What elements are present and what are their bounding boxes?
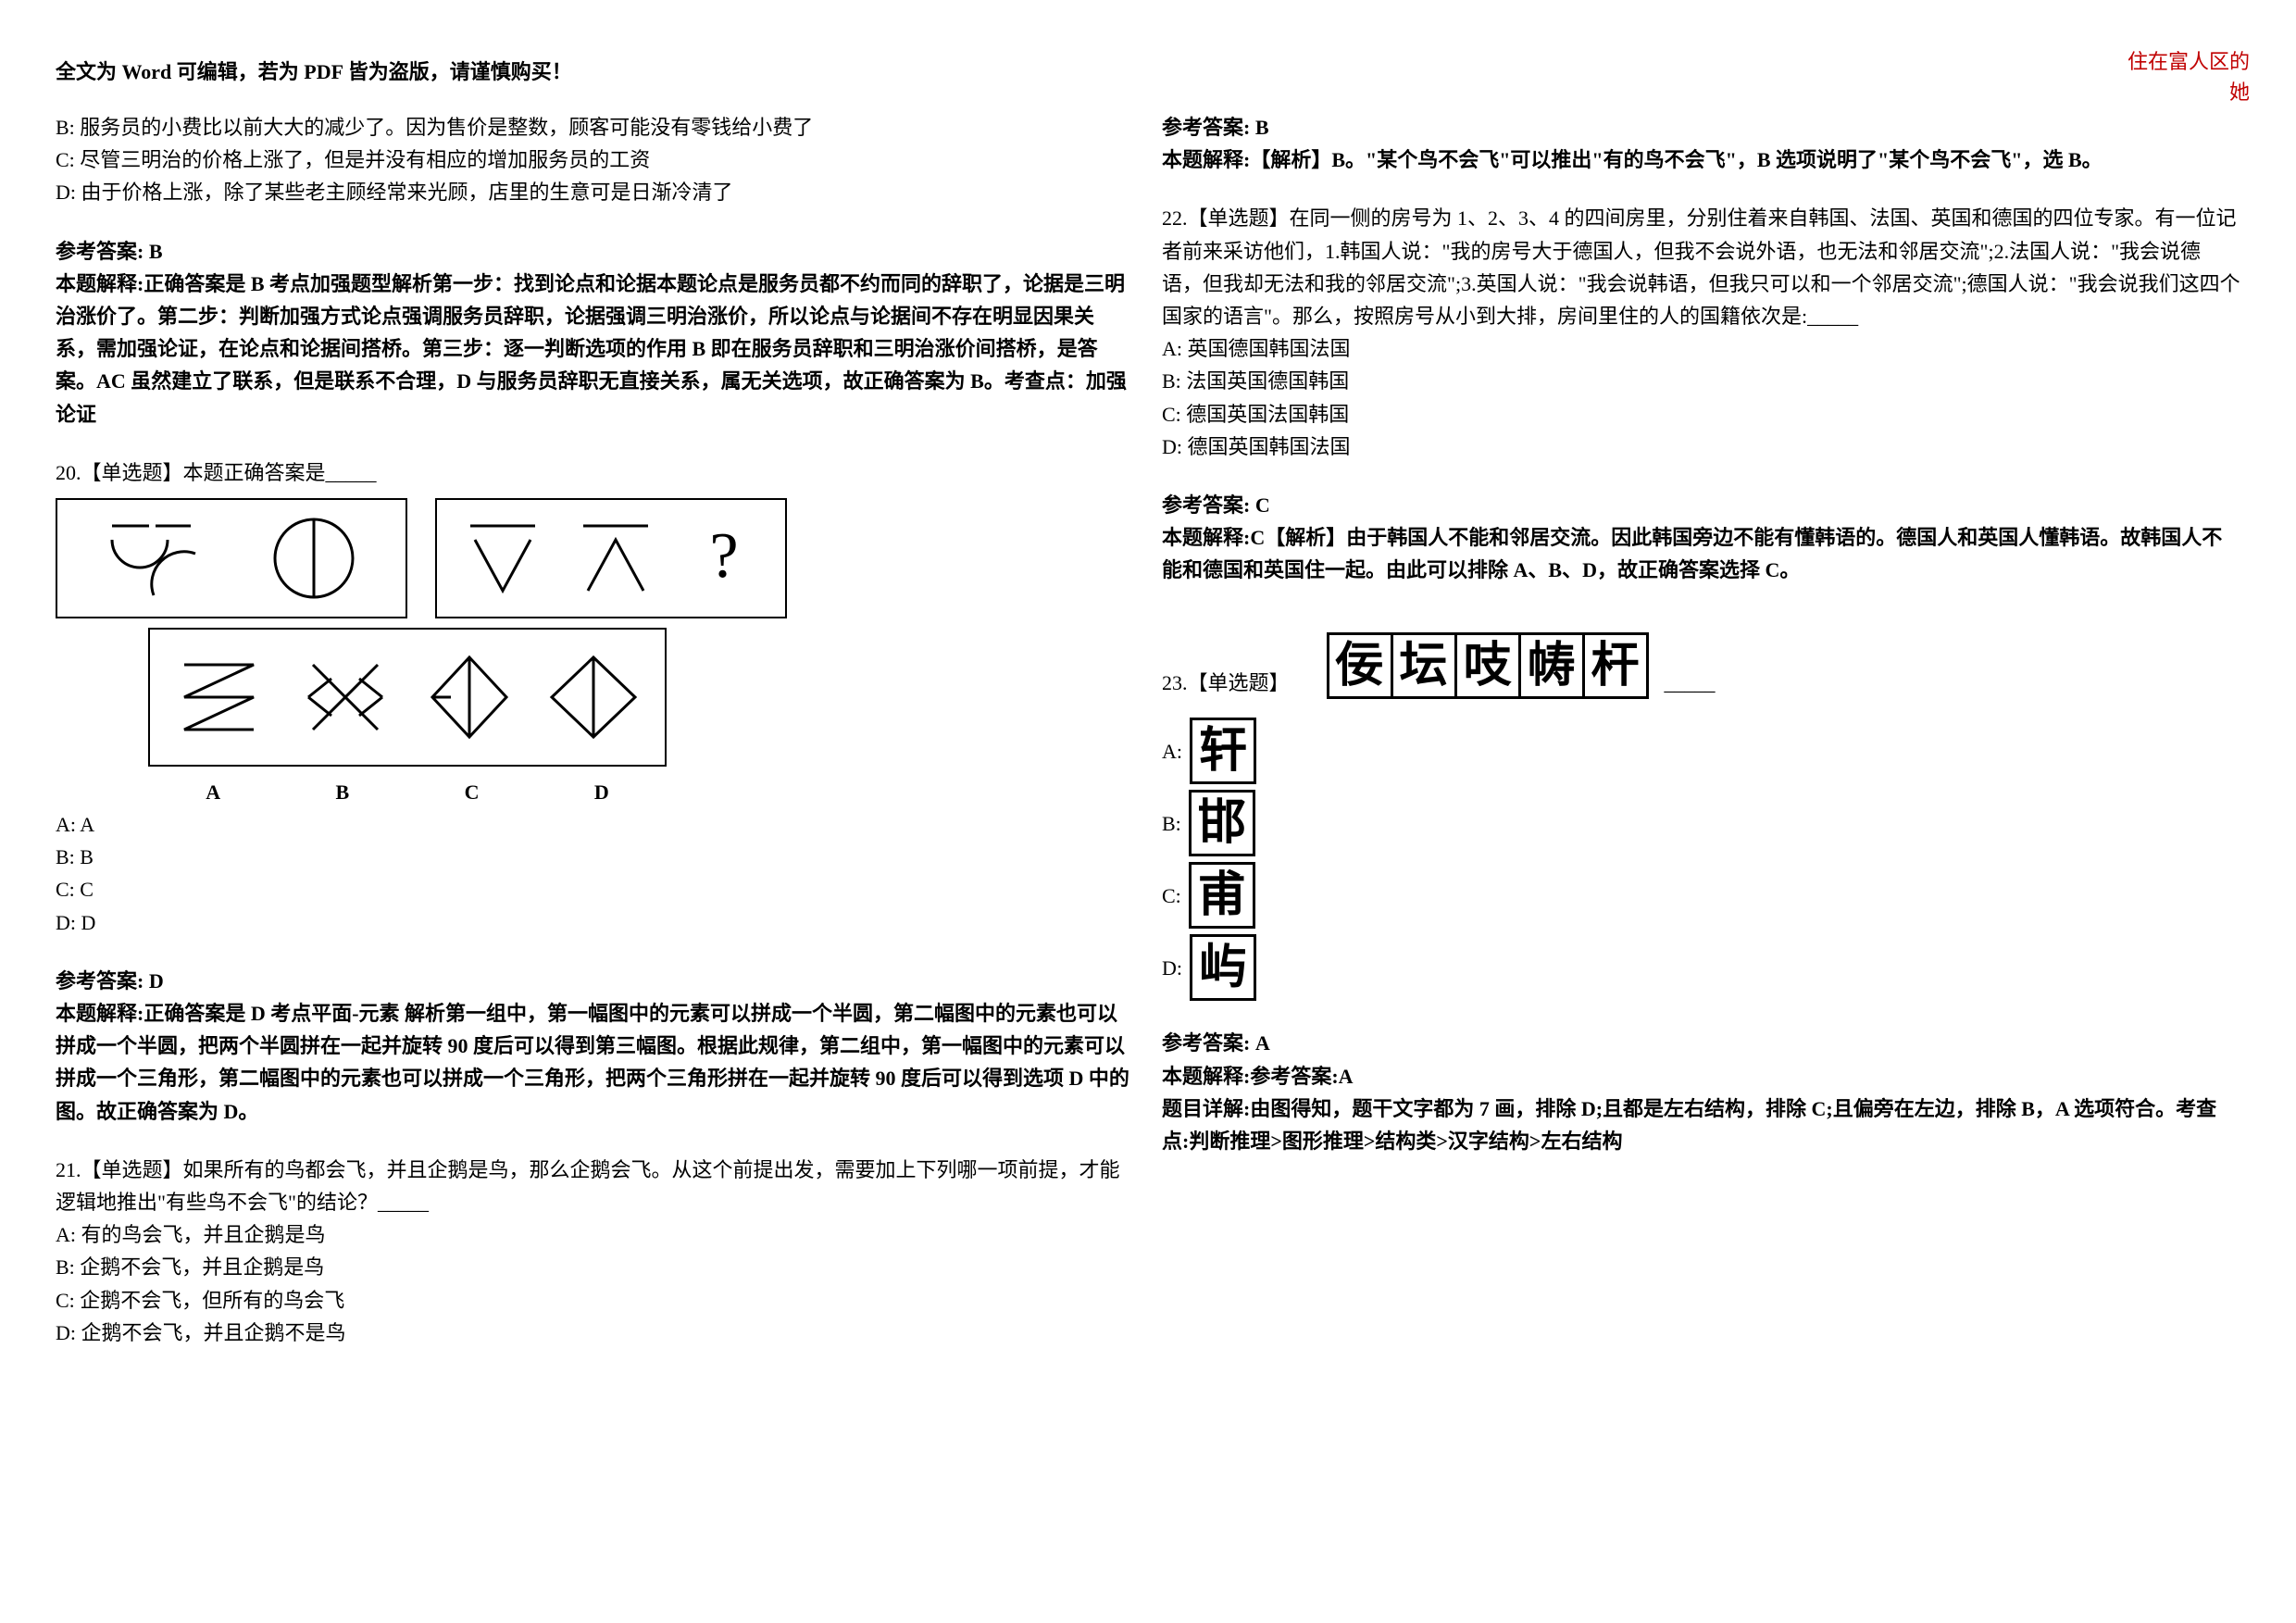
- q23-char-3: 吱: [1454, 632, 1521, 699]
- q20-opt-fig-d: [538, 637, 649, 757]
- q20-fig-group2: ?: [435, 498, 787, 618]
- q23-b-label: B:: [1162, 807, 1181, 840]
- q21-answer: 参考答案: B 本题解释:【解析】B。"某个鸟不会飞"可以推出"有的鸟不会飞"，…: [1162, 111, 2240, 176]
- q23-a-char: 轩: [1190, 718, 1256, 784]
- q19-answer-label: 参考答案: B: [56, 235, 1134, 268]
- q20-option-a: A: A: [56, 808, 1134, 841]
- q19-option-b: B: 服务员的小费比以前大大的减少了。因为售价是整数，顾客可能没有零钱给小费了: [56, 111, 1134, 144]
- q20-explanation: 本题解释:正确答案是 D 考点平面-元素 解析第一组中，第一幅图中的元素可以拼成…: [56, 997, 1134, 1128]
- q19-option-c: C: 尽管三明治的价格上涨了，但是并没有相应的增加服务员的工资: [56, 144, 1134, 176]
- q21-explanation: 本题解释:【解析】B。"某个鸟不会飞"可以推出"有的鸟不会飞"，B 选项说明了"…: [1162, 144, 2240, 176]
- q22-explanation: 本题解释:C【解析】由于韩国人不能和邻居交流。因此韩国旁边不能有懂韩语的。德国人…: [1162, 521, 2240, 586]
- q20-stem: 20.【单选题】本题正确答案是_____: [56, 456, 1134, 489]
- q20-opt-fig-c: [414, 637, 525, 757]
- q23-option-d: D: 屿: [1162, 934, 2240, 1001]
- q23-d-char: 屿: [1190, 934, 1256, 1001]
- q20-fig-label-b: B: [336, 776, 350, 808]
- q20-g2-shape1: [456, 507, 549, 609]
- q21: 21.【单选题】如果所有的鸟都会飞，并且企鹅是鸟，那么企鹅会飞。从这个前提出发，…: [56, 1154, 1134, 1349]
- q19-option-d: D: 由于价格上涨，除了某些老主顾经常来光顾，店里的生意可是日渐冷清了: [56, 176, 1134, 208]
- header-signature: 住在富人区的 她: [2128, 46, 2250, 107]
- q20-opt-fig-b: [290, 637, 401, 757]
- q20-question-mark: ?: [682, 507, 766, 609]
- q22: 22.【单选题】在同一侧的房号为 1、2、3、4 的四间房里，分别住着来自韩国、…: [1162, 202, 2240, 463]
- q23-char-2: 坛: [1391, 632, 1457, 699]
- svg-text:?: ?: [709, 520, 738, 592]
- q23-option-a: A: 轩: [1162, 718, 2240, 784]
- q20-option-labels: A B C D: [148, 776, 667, 808]
- header-right-line2: 她: [2128, 77, 2250, 107]
- q21-option-c: C: 企鹅不会飞，但所有的鸟会飞: [56, 1284, 1134, 1317]
- q20-option-b: B: B: [56, 841, 1134, 873]
- left-column: B: 服务员的小费比以前大大的减少了。因为售价是整数，顾客可能没有零钱给小费了 …: [56, 111, 1134, 1375]
- page-columns: B: 服务员的小费比以前大大的减少了。因为售价是整数，顾客可能没有零钱给小费了 …: [56, 111, 2240, 1375]
- q20-fig-group1: [56, 498, 407, 618]
- q23-option-c: C: 甫: [1162, 862, 2240, 929]
- q19-options-tail: B: 服务员的小费比以前大大的减少了。因为售价是整数，顾客可能没有零钱给小费了 …: [56, 111, 1134, 209]
- q23-a-label: A:: [1162, 735, 1182, 768]
- q23-char-5: 杆: [1582, 632, 1649, 699]
- q23-c-label: C:: [1162, 880, 1181, 912]
- q20-fig-label-a: A: [206, 776, 220, 808]
- q23-explanation-2: 题目详解:由图得知，题干文字都为 7 画，排除 D;且都是左右结构，排除 C;且…: [1162, 1092, 2240, 1157]
- q23-char-1: 佞: [1327, 632, 1393, 699]
- q23-c-char: 甫: [1189, 862, 1255, 929]
- q23-option-b: B: 邯: [1162, 790, 2240, 856]
- header-warning: 全文为 Word 可编辑，若为 PDF 皆为盗版，请谨慎购买！: [56, 56, 572, 88]
- q22-option-b: B: 法国英国德国韩国: [1162, 365, 2240, 397]
- q23-char-4: 帱: [1518, 632, 1585, 699]
- q20-option-c: C: C: [56, 873, 1134, 905]
- q20-fig-label-c: C: [465, 776, 480, 808]
- q21-option-d: D: 企鹅不会飞，并且企鹅不是鸟: [56, 1317, 1134, 1349]
- q20-g1-shape1: [98, 507, 200, 609]
- q23: 23.【单选题】 佞 坛 吱 帱 杆 _____ A: 轩 B: 邯: [1162, 632, 2240, 1001]
- header-right-line1: 住在富人区的: [2128, 46, 2250, 77]
- q21-answer-label: 参考答案: B: [1162, 111, 2240, 144]
- q23-stem-row: 23.【单选题】 佞 坛 吱 帱 杆 _____: [1162, 632, 2240, 699]
- q20-options-figure-row: [148, 628, 1134, 767]
- q21-option-b: B: 企鹅不会飞，并且企鹅是鸟: [56, 1251, 1134, 1283]
- q23-answer-label: 参考答案: A: [1162, 1027, 2240, 1059]
- q19-explanation: 本题解释:正确答案是 B 考点加强题型解析第一步：找到论点和论据本题论点是服务员…: [56, 268, 1134, 431]
- q22-option-a: A: 英国德国韩国法国: [1162, 332, 2240, 365]
- q20-answer-label: 参考答案: D: [56, 965, 1134, 997]
- q20-fig-label-d: D: [594, 776, 609, 808]
- q22-answer-label: 参考答案: C: [1162, 489, 2240, 521]
- q23-explanation-1: 本题解释:参考答案:A: [1162, 1060, 2240, 1092]
- q19-answer: 参考答案: B 本题解释:正确答案是 B 考点加强题型解析第一步：找到论点和论据…: [56, 235, 1134, 431]
- q20-g1-shape2: [263, 507, 365, 609]
- q21-stem: 21.【单选题】如果所有的鸟都会飞，并且企鹅是鸟，那么企鹅会飞。从这个前提出发，…: [56, 1154, 1134, 1218]
- q22-option-d: D: 德国英国韩国法国: [1162, 431, 2240, 463]
- q21-option-a: A: 有的鸟会飞，并且企鹅是鸟: [56, 1218, 1134, 1251]
- q23-d-label: D:: [1162, 952, 1182, 984]
- q23-char-row: 佞 坛 吱 帱 杆: [1327, 632, 1646, 699]
- q20: 20.【单选题】本题正确答案是_____: [56, 456, 1134, 939]
- q20-option-d: D: D: [56, 906, 1134, 939]
- q22-answer: 参考答案: C 本题解释:C【解析】由于韩国人不能和邻居交流。因此韩国旁边不能有…: [1162, 489, 2240, 587]
- q20-options-box: [148, 628, 667, 767]
- q20-opt-fig-a: [166, 637, 277, 757]
- q20-g2-shape2: [569, 507, 662, 609]
- q23-answer: 参考答案: A 本题解释:参考答案:A 题目详解:由图得知，题干文字都为 7 画…: [1162, 1027, 2240, 1157]
- q20-figure-row1: ?: [56, 498, 1134, 618]
- q23-stem-prefix: 23.【单选题】: [1162, 667, 1290, 699]
- q23-b-char: 邯: [1189, 790, 1255, 856]
- q22-option-c: C: 德国英国法国韩国: [1162, 398, 2240, 431]
- q22-stem: 22.【单选题】在同一侧的房号为 1、2、3、4 的四间房里，分别住着来自韩国、…: [1162, 202, 2240, 332]
- right-column: 参考答案: B 本题解释:【解析】B。"某个鸟不会飞"可以推出"有的鸟不会飞"，…: [1162, 111, 2240, 1375]
- q20-answer: 参考答案: D 本题解释:正确答案是 D 考点平面-元素 解析第一组中，第一幅图…: [56, 965, 1134, 1128]
